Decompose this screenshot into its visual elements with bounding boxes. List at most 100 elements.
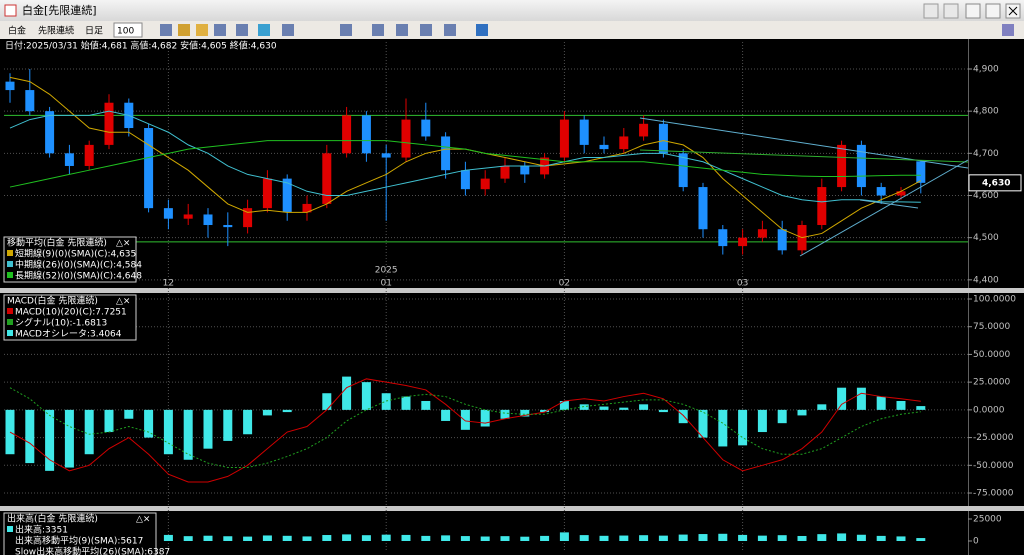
tool-icon[interactable]: [420, 24, 432, 36]
candle-body: [262, 178, 272, 209]
volume-bar: [797, 535, 807, 542]
candle-body: [441, 136, 451, 171]
tool-icon[interactable]: [396, 24, 408, 36]
histogram-bar: [579, 404, 589, 410]
volume-bar: [441, 535, 451, 542]
tool-icon[interactable]: [178, 24, 190, 36]
volume-bar: [856, 534, 866, 542]
histogram-bar: [124, 409, 134, 419]
toolbar-item[interactable]: 白金: [8, 25, 26, 37]
period-input[interactable]: [113, 22, 143, 38]
y-tick-label: 0: [973, 537, 979, 547]
volume-bar: [243, 536, 253, 542]
volume-bar: [619, 535, 629, 542]
panel-separator: [0, 288, 1024, 293]
y-tick-label: -75.0000: [973, 489, 1014, 499]
title-bar: [0, 0, 1024, 21]
candle-body: [104, 102, 114, 145]
toolbar-item[interactable]: 日足: [85, 26, 103, 37]
axis-border: [968, 39, 969, 555]
macd-line: [9, 378, 921, 483]
tool-icon[interactable]: [444, 24, 456, 36]
minimize-button[interactable]: [965, 3, 981, 19]
candle-body: [896, 191, 906, 196]
candle-body: [698, 187, 708, 230]
y-tick-label: 100.0000: [973, 294, 1016, 304]
volume-bar: [163, 534, 173, 542]
histogram-bar: [64, 409, 74, 468]
histogram-bar: [896, 400, 906, 410]
tool-icon[interactable]: [340, 24, 352, 36]
legend-entry: 中期線(26)(0)(SMA)(C):4,584: [15, 259, 142, 271]
volume-bar: [718, 533, 728, 542]
maximize-button[interactable]: [985, 3, 1001, 19]
tool-icon[interactable]: [196, 24, 208, 36]
volume-bar: [916, 538, 926, 542]
histogram-bar: [480, 409, 490, 427]
pin-button[interactable]: [923, 3, 939, 19]
y-tick-label: 4,800: [973, 107, 999, 117]
histogram-bar: [322, 393, 332, 410]
histogram-bar: [658, 409, 668, 413]
y-tick-label: 50.0000: [973, 350, 1010, 360]
tool-icon[interactable]: [258, 24, 270, 36]
candle-body: [599, 144, 609, 150]
macd-line: [9, 387, 921, 469]
candle-body: [837, 144, 847, 188]
x-tick-label: 03: [737, 279, 748, 289]
x-tick-label: 02: [559, 279, 570, 289]
legend-entry: 出来高:3351: [15, 524, 68, 536]
legend-entry: MACD(10)(20)(C):7.7251: [15, 308, 127, 318]
histogram-bar: [916, 406, 926, 410]
candle-body: [579, 119, 589, 145]
tool-icon[interactable]: [282, 24, 294, 36]
y-tick-label: -25.0000: [973, 433, 1014, 443]
legend-title: 出来高(白金 先限連続): [7, 513, 98, 525]
trend-line: [859, 199, 919, 209]
legend-box: [3, 294, 137, 341]
histogram-bar: [757, 409, 767, 433]
candle-body: [144, 128, 154, 209]
volume-bar: [342, 534, 352, 542]
histogram-bar: [876, 396, 886, 410]
histogram-bar: [639, 404, 649, 410]
x-tick-label: 12: [163, 279, 174, 289]
volume-bar: [559, 532, 569, 542]
toolbar-item[interactable]: 先限連続: [38, 25, 74, 37]
legend-title: MACD(白金 先限連続): [7, 295, 98, 307]
tool-icon[interactable]: [236, 24, 248, 36]
tool-icon[interactable]: [1002, 24, 1014, 36]
tool-icon[interactable]: [160, 24, 172, 36]
histogram-bar: [342, 376, 352, 410]
histogram-bar: [678, 409, 688, 424]
histogram-bar: [144, 409, 154, 438]
volume-bar: [282, 535, 292, 542]
legend-swatch: [7, 330, 13, 336]
volume-bar: [599, 535, 609, 542]
last-price-box: [968, 174, 1022, 192]
volume-bar: [658, 535, 668, 542]
tool-icon[interactable]: [476, 24, 488, 36]
candle-body: [639, 123, 649, 137]
volume-bar: [678, 534, 688, 542]
candle-body: [916, 161, 926, 183]
volume-bar: [757, 535, 767, 542]
volume-bar: [500, 536, 510, 542]
histogram-bar: [223, 409, 233, 441]
candle-body: [678, 153, 688, 188]
histogram-bar: [619, 407, 629, 410]
volume-bar: [876, 535, 886, 542]
candle-body: [876, 187, 886, 196]
tool-icon[interactable]: [214, 24, 226, 36]
link-button[interactable]: [943, 3, 959, 19]
legend-title: 移動平均(白金 先限連続): [7, 237, 107, 249]
volume-bar: [639, 535, 649, 542]
volume-bar: [520, 536, 530, 542]
y-tick-label: 25000: [973, 514, 1002, 524]
candle-body: [480, 178, 490, 190]
legend-box: [3, 512, 157, 555]
tool-icon[interactable]: [372, 24, 384, 36]
histogram-bar: [361, 382, 371, 410]
candle-body: [401, 119, 411, 158]
candle-body: [658, 123, 668, 154]
